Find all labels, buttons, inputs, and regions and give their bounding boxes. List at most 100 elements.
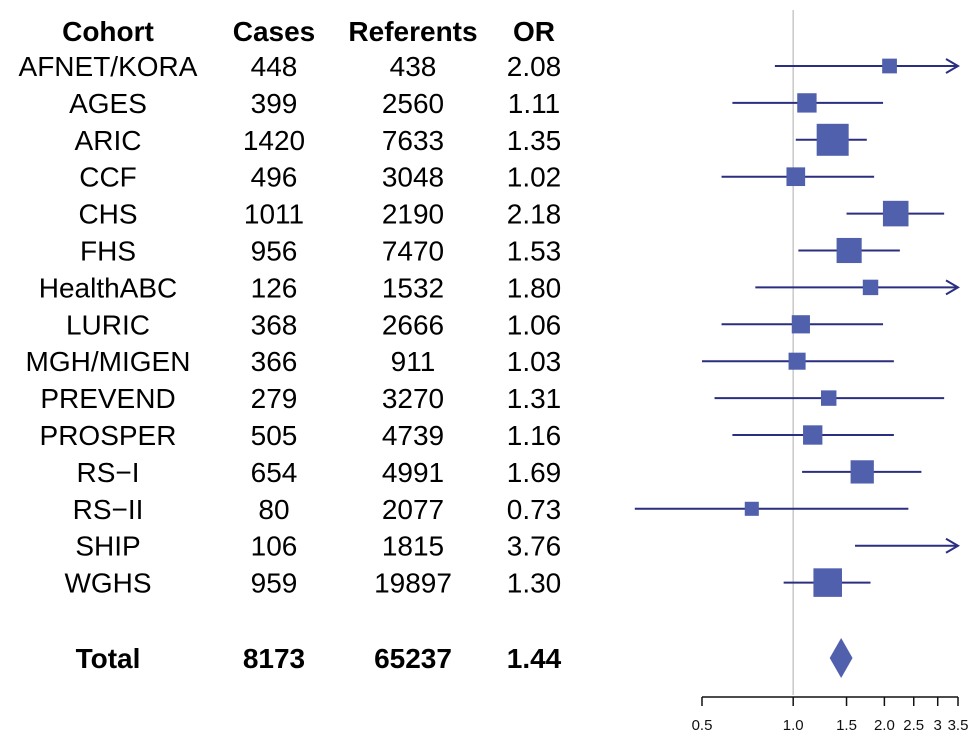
total-label: Total bbox=[76, 643, 141, 674]
referents-value: 7633 bbox=[382, 125, 444, 156]
estimate-marker bbox=[882, 58, 897, 74]
x-tick-label: 2.5 bbox=[903, 717, 924, 734]
or-value: 1.69 bbox=[507, 457, 562, 488]
total-cases: 8173 bbox=[243, 643, 305, 674]
header-referents: Referents bbox=[348, 16, 477, 47]
or-value: 0.73 bbox=[507, 494, 562, 525]
header-cohort: Cohort bbox=[62, 16, 154, 47]
or-value: 3.76 bbox=[507, 531, 562, 562]
or-value: 1.06 bbox=[507, 309, 562, 340]
referents-value: 7470 bbox=[382, 236, 444, 267]
referents-value: 2666 bbox=[382, 309, 444, 340]
cases-value: 505 bbox=[251, 420, 298, 451]
x-tick-label: 2.0 bbox=[874, 717, 895, 734]
referents-value: 438 bbox=[390, 51, 437, 82]
estimate-marker bbox=[850, 460, 874, 484]
cases-value: 959 bbox=[251, 568, 298, 599]
cases-value: 1420 bbox=[243, 125, 305, 156]
ci-arrow bbox=[945, 279, 960, 296]
cases-value: 496 bbox=[251, 162, 298, 193]
total-referents: 65237 bbox=[374, 643, 452, 674]
header-cases: Cases bbox=[233, 16, 316, 47]
ci-arrow bbox=[945, 537, 960, 554]
cases-value: 106 bbox=[251, 531, 298, 562]
cohort-name: WGHS bbox=[64, 568, 151, 599]
header-or: OR bbox=[513, 16, 555, 47]
estimate-marker bbox=[816, 123, 849, 156]
cases-value: 654 bbox=[251, 457, 298, 488]
or-value: 1.80 bbox=[507, 272, 562, 303]
estimate-marker bbox=[836, 237, 862, 264]
cases-value: 80 bbox=[258, 494, 289, 525]
estimate-marker bbox=[882, 200, 909, 227]
table-row: RS−I 654 4991 1.69 bbox=[76, 457, 561, 488]
estimate-marker bbox=[791, 315, 810, 334]
ci-arrow bbox=[945, 58, 960, 74]
referents-value: 19897 bbox=[374, 568, 452, 599]
table-row: ARIC 1420 7633 1.35 bbox=[75, 125, 562, 156]
cases-value: 279 bbox=[251, 383, 298, 414]
or-value: 1.11 bbox=[508, 88, 560, 119]
estimate-marker bbox=[788, 352, 806, 370]
cases-value: 1011 bbox=[244, 199, 304, 230]
referents-value: 2190 bbox=[382, 199, 444, 230]
table-row: RS−II 80 2077 0.73 bbox=[73, 494, 562, 525]
x-axis: 0.5 1.0 1.5 2.0 2.5 3 3.5 bbox=[692, 696, 969, 734]
plot-area bbox=[634, 10, 960, 695]
total-row: Total 8173 65237 1.44 bbox=[76, 643, 562, 674]
referents-value: 911 bbox=[391, 346, 436, 377]
cohort-name: MGH/MIGEN bbox=[26, 346, 191, 377]
table-row: CCF 496 3048 1.02 bbox=[79, 162, 561, 193]
referents-value: 4991 bbox=[382, 457, 444, 488]
x-tick-label: 0.5 bbox=[692, 717, 713, 734]
estimate-marker bbox=[797, 93, 817, 113]
cohort-name: HealthABC bbox=[39, 272, 178, 303]
table-row: PROSPER 505 4739 1.16 bbox=[40, 420, 562, 451]
cohort-name: LURIC bbox=[66, 309, 150, 340]
or-value: 1.53 bbox=[507, 236, 562, 267]
referents-value: 3270 bbox=[382, 383, 444, 414]
or-value: 1.31 bbox=[507, 383, 562, 414]
x-tick-label: 1.0 bbox=[783, 717, 804, 734]
cohort-name: SHIP bbox=[75, 531, 140, 562]
estimate-marker bbox=[744, 501, 759, 516]
referents-value: 1532 bbox=[382, 272, 444, 303]
referents-value: 2560 bbox=[382, 88, 444, 119]
cohort-name: RS−II bbox=[73, 494, 144, 525]
table-row: HealthABC 126 1532 1.80 bbox=[39, 272, 562, 303]
x-tick-label: 3 bbox=[934, 717, 942, 734]
table-rows: AFNET/KORA 448 438 2.08 AGES 399 2560 1.11 ARIC 1… bbox=[19, 51, 562, 674]
referents-value: 3048 bbox=[382, 162, 444, 193]
cohort-name: RS−I bbox=[76, 457, 139, 488]
table-row: AGES 399 2560 1.11 bbox=[69, 88, 560, 119]
or-value: 2.18 bbox=[507, 199, 562, 230]
estimate-marker bbox=[820, 390, 837, 406]
cases-value: 366 bbox=[251, 346, 298, 377]
cohort-name: FHS bbox=[80, 236, 136, 267]
table-row: SHIP 106 1815 3.76 bbox=[75, 531, 561, 562]
table-row: LURIC 368 2666 1.06 bbox=[66, 309, 561, 340]
referents-value: 4739 bbox=[382, 420, 444, 451]
or-value: 1.02 bbox=[507, 162, 562, 193]
x-tick-label: 1.5 bbox=[836, 717, 857, 734]
referents-value: 2077 bbox=[382, 494, 444, 525]
estimate-marker bbox=[862, 279, 879, 296]
x-tick-label: 3.5 bbox=[948, 717, 969, 734]
or-value: 1.35 bbox=[507, 125, 562, 156]
estimate-marker bbox=[813, 568, 842, 597]
cases-value: 956 bbox=[251, 236, 298, 267]
cases-value: 399 bbox=[251, 88, 298, 119]
or-value: 2.08 bbox=[507, 51, 562, 82]
cohort-name: CHS bbox=[78, 199, 137, 230]
table-row: CHS 1011 2190 2.18 bbox=[78, 199, 561, 230]
cohort-name: PROSPER bbox=[40, 420, 177, 451]
cohort-name: PREVEND bbox=[40, 383, 175, 414]
cohort-name: AFNET/KORA bbox=[19, 51, 198, 82]
pooled-diamond bbox=[829, 638, 853, 678]
cohort-name: CCF bbox=[79, 162, 137, 193]
estimate-marker bbox=[786, 167, 806, 187]
referents-value: 1815 bbox=[382, 531, 444, 562]
table-row: WGHS 959 19897 1.30 bbox=[64, 568, 561, 599]
estimate-marker bbox=[803, 425, 823, 445]
